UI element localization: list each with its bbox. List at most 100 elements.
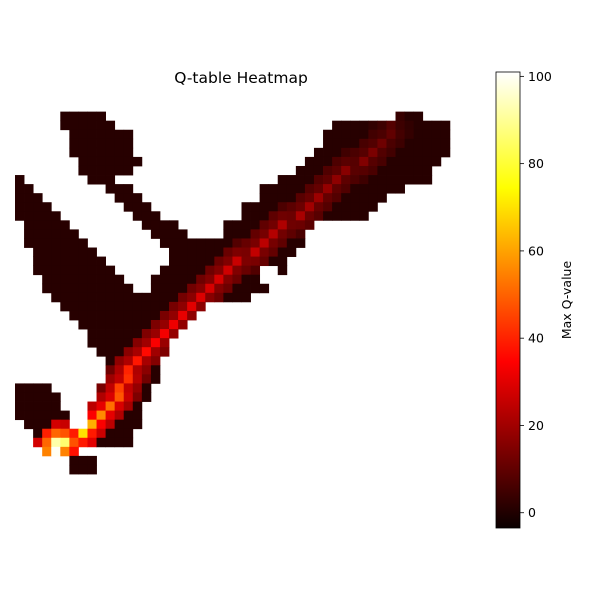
heatmap-cell	[150, 220, 161, 230]
heatmap-cell	[286, 175, 297, 185]
heatmap-cell	[431, 147, 442, 158]
heatmap-cell	[69, 129, 79, 140]
heatmap-cell	[105, 401, 116, 411]
heatmap-cell	[105, 129, 116, 140]
heatmap-cell	[123, 202, 134, 212]
heatmap-cell	[341, 138, 351, 149]
heatmap-cell	[150, 329, 161, 339]
heatmap-cell	[114, 374, 125, 384]
heatmap-cell	[259, 238, 270, 248]
heatmap-cell	[69, 464, 79, 475]
heatmap-cell	[159, 238, 170, 248]
heatmap-cell	[187, 274, 197, 285]
heatmap-cell	[114, 274, 125, 285]
heatmap-cell	[359, 129, 369, 140]
heatmap-cell	[377, 193, 387, 203]
heatmap-cell	[69, 256, 79, 267]
heatmap-cell	[69, 274, 79, 285]
heatmap-cell	[214, 247, 224, 257]
heatmap-cell	[105, 320, 116, 330]
heatmap-cell	[87, 165, 97, 176]
heatmap-cell	[42, 428, 52, 439]
heatmap-cell	[159, 229, 170, 239]
heatmap-cell	[241, 274, 251, 285]
heatmap-cell	[196, 292, 206, 303]
heatmap-cell	[132, 338, 143, 348]
heatmap-cell	[223, 238, 233, 248]
heatmap-cell	[323, 147, 333, 158]
heatmap-cell	[51, 283, 61, 294]
heatmap-cell	[178, 238, 188, 248]
heatmap-cell	[123, 301, 134, 312]
heatmap-cell	[105, 383, 116, 393]
heatmap-cell	[196, 301, 206, 312]
heatmap-cell	[268, 193, 279, 203]
heatmap-cell	[105, 283, 116, 294]
heatmap-cell	[96, 383, 106, 393]
heatmap-cell	[105, 437, 116, 448]
heatmap-cell	[159, 292, 170, 303]
heatmap-cell	[268, 238, 279, 248]
heatmap-cell	[341, 193, 351, 203]
heatmap-cell	[250, 247, 261, 257]
heatmap-cell	[395, 147, 405, 158]
heatmap-cell	[395, 156, 405, 167]
heatmap-cell	[268, 202, 279, 212]
heatmap-cell	[150, 301, 161, 312]
heatmap-cell	[313, 193, 324, 203]
heatmap-cell	[96, 338, 106, 348]
heatmap-cell	[132, 347, 143, 357]
heatmap-cell	[42, 410, 52, 421]
heatmap-cell	[96, 111, 106, 122]
heatmap-cell	[395, 129, 405, 140]
heatmap-cell	[51, 238, 61, 248]
heatmap-cell	[123, 320, 134, 330]
colorbar-tick-label: 20	[528, 418, 544, 433]
heatmap-cell	[386, 175, 396, 185]
heatmap-cell	[332, 156, 342, 167]
heatmap-cell	[87, 292, 97, 303]
heatmap-cell	[359, 165, 369, 176]
heatmap-cell	[42, 211, 52, 221]
heatmap-cell	[69, 238, 79, 248]
heatmap-cell	[368, 120, 378, 131]
heatmap-cell	[214, 274, 224, 285]
heatmap-cell	[69, 455, 79, 466]
heatmap-cell	[42, 283, 52, 294]
heatmap-cell	[114, 138, 125, 149]
heatmap-cell	[123, 156, 134, 167]
heatmap-cell	[350, 211, 360, 221]
heatmap-cell	[51, 265, 61, 276]
heatmap-cell	[223, 283, 233, 294]
heatmap-cell	[377, 184, 387, 194]
heatmap-cell	[332, 120, 342, 131]
heatmap-cell	[259, 202, 270, 212]
heatmap-cell	[359, 138, 369, 149]
heatmap-cell	[187, 265, 197, 276]
heatmap-cell	[87, 265, 97, 276]
heatmap-cell	[33, 383, 43, 393]
heatmap-cell	[78, 120, 88, 131]
heatmap-cell	[33, 401, 43, 411]
heatmap-cell	[60, 301, 70, 312]
heatmap-cell	[96, 329, 106, 339]
heatmap-cell	[78, 428, 88, 439]
heatmap-cell	[304, 175, 315, 185]
heatmap-cell	[51, 274, 61, 285]
heatmap-cell	[87, 138, 97, 149]
heatmap-cell	[359, 184, 369, 194]
heatmap-cell	[78, 283, 88, 294]
heatmap-cell	[259, 193, 270, 203]
heatmap-cell	[114, 428, 125, 439]
heatmap-cell	[33, 211, 43, 221]
heatmap-cell	[33, 437, 43, 448]
heatmap-cell	[332, 211, 342, 221]
heatmap-cell	[277, 193, 288, 203]
heatmap-cell	[332, 147, 342, 158]
heatmap-cell	[114, 437, 125, 448]
heatmap-cell	[78, 147, 88, 158]
heatmap-cell	[350, 156, 360, 167]
heatmap-cell	[377, 165, 387, 176]
heatmap-cell	[132, 301, 143, 312]
heatmap-cell	[304, 193, 315, 203]
